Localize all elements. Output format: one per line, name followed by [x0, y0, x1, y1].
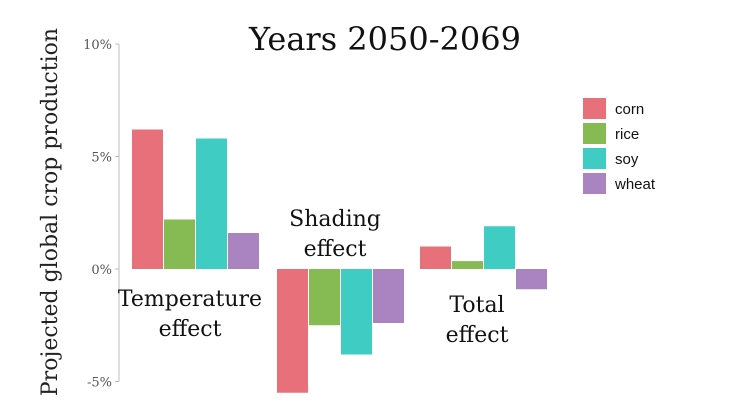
bar-wheat-3 [516, 269, 547, 290]
bar-rice-3 [452, 261, 483, 269]
category-labels: Temperature effect Shading effect Total effec… [118, 207, 509, 348]
y-tick-label: 10% [83, 38, 112, 53]
bar-rice-1 [164, 219, 195, 269]
bar-soy-3 [484, 226, 515, 269]
legend-swatch-soy [583, 148, 606, 169]
bar-corn-2 [277, 269, 308, 393]
bar-corn-3 [420, 246, 451, 269]
bars [132, 129, 547, 393]
category-label: Shading [289, 207, 381, 232]
legend: corn rice soy wheat [583, 98, 656, 194]
bar-soy-2 [341, 269, 372, 355]
bar-wheat-2 [373, 269, 404, 323]
category-label: Temperature [118, 287, 262, 312]
category-label: effect [446, 323, 509, 348]
y-axis-ticks: -5% 0% 5% 10% [83, 38, 119, 391]
bar-soy-1 [196, 138, 227, 269]
category-label: effect [304, 237, 367, 262]
bar-corn-1 [132, 129, 163, 269]
bar-wheat-1 [228, 233, 259, 269]
y-tick-label: 0% [91, 263, 112, 278]
y-tick-label: 5% [91, 151, 112, 166]
chart-title: Years 2050-2069 [248, 20, 521, 58]
category-label: effect [159, 317, 222, 342]
legend-label-wheat: wheat [614, 176, 656, 193]
bar-rice-2 [309, 269, 340, 326]
y-tick-label: -5% [87, 376, 112, 391]
legend-swatch-corn [583, 98, 606, 119]
legend-label-rice: rice [615, 126, 639, 143]
legend-swatch-rice [583, 123, 606, 144]
category-label: Total [449, 293, 504, 318]
legend-label-soy: soy [615, 151, 639, 168]
legend-label-corn: corn [615, 101, 644, 118]
y-axis-label: Projected global crop production [38, 28, 63, 396]
legend-swatch-wheat [583, 173, 606, 194]
